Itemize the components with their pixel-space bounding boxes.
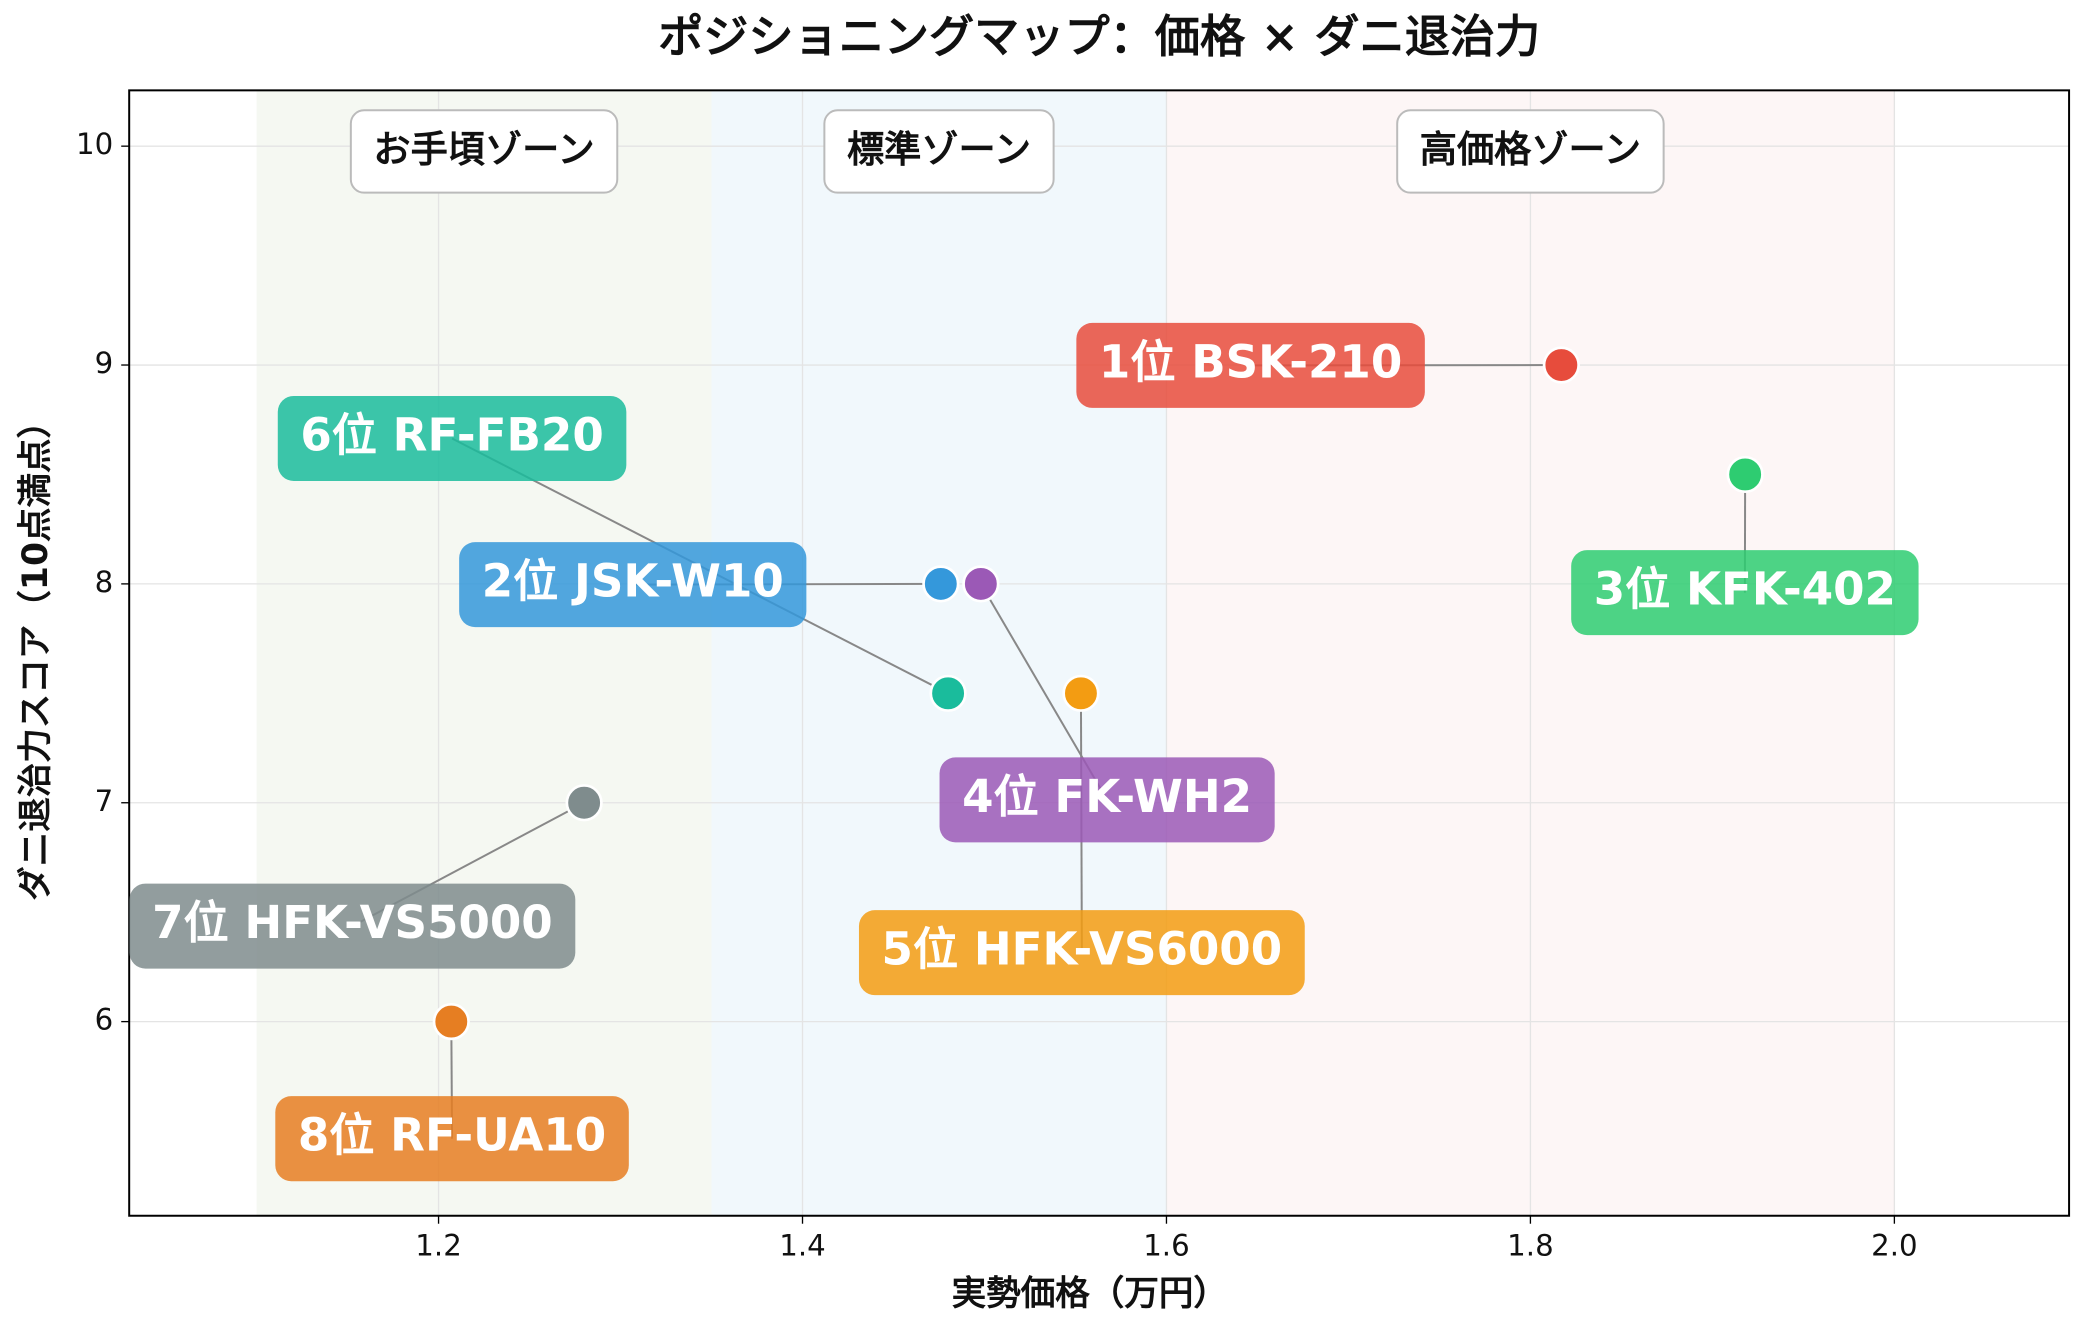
point-label-text: 7位 HFK-VS5000 [152,896,553,949]
point [565,784,603,822]
point-label: 6位 RF-FB20 [277,395,627,481]
point-label: 3位 KFK-402 [1571,550,1919,636]
x-tick-label: 1.8 [1507,1229,1553,1263]
zone [256,90,712,1216]
point [1062,674,1100,712]
point-label-box [858,910,1305,996]
zone-label-box [1396,109,1665,194]
point-label-text: 3位 KFK-402 [1594,563,1896,616]
zone-label-box [823,109,1055,194]
point [432,1003,470,1041]
point-label-box [275,1096,629,1182]
point [1542,346,1580,384]
point-label: 8位 RF-UA10 [275,1096,629,1182]
point-label-box [459,542,807,628]
x-axis-label: 実勢価格（万円） [952,1274,1228,1314]
y-tick-label: 10 [76,127,113,161]
zone-label-text: 高価格ゾーン [1420,127,1641,171]
zone-label: 標準ゾーン [823,109,1055,194]
zone [711,90,1167,1216]
point-label-text: 1位 BSK-210 [1099,335,1402,388]
x-tick-label: 1.6 [1143,1229,1189,1263]
point-label: 4位 FK-WH2 [939,757,1275,843]
point-label-box [129,883,576,969]
point-label-box [277,395,627,481]
point-label: 7位 HFK-VS5000 [129,883,576,969]
zone-label-text: 標準ゾーン [847,127,1031,171]
zone-label-text: お手頃ゾーン [373,127,594,171]
zone-label-box [349,109,619,194]
point-label: 1位 BSK-210 [1076,322,1425,408]
chart-title: ポジショニングマップ：価格 × ダニ退治力 [658,10,1540,63]
point-label-box [1571,550,1919,636]
x-tick-label: 2.0 [1871,1229,1917,1263]
y-tick-label: 6 [95,1003,114,1037]
y-axis-label: ダニ退治力スコア（10点満点） [16,404,56,901]
point-label-text: 4位 FK-WH2 [962,770,1252,823]
y-tick-label: 7 [95,784,114,818]
point [922,565,960,603]
point-label: 5位 HFK-VS6000 [858,910,1305,996]
point-label-box [1076,322,1425,408]
point [929,674,967,712]
point-label-text: 5位 HFK-VS6000 [882,923,1283,976]
point-label-text: 6位 RF-FB20 [300,408,603,461]
point-label: 2位 JSK-W10 [459,542,807,628]
y-tick-label: 8 [95,565,114,599]
point [1726,455,1764,494]
point-label-text: 8位 RF-UA10 [298,1109,606,1162]
y-tick-label: 9 [95,346,114,380]
zone-label: 高価格ゾーン [1396,109,1665,194]
x-tick-label: 1.2 [415,1229,461,1263]
point [962,565,1000,603]
x-tick-label: 1.4 [779,1229,825,1263]
plot-frame [128,89,2071,1217]
zone-label: お手頃ゾーン [349,109,619,194]
point-label-box [939,757,1275,843]
point-label-text: 2位 JSK-W10 [482,555,784,608]
